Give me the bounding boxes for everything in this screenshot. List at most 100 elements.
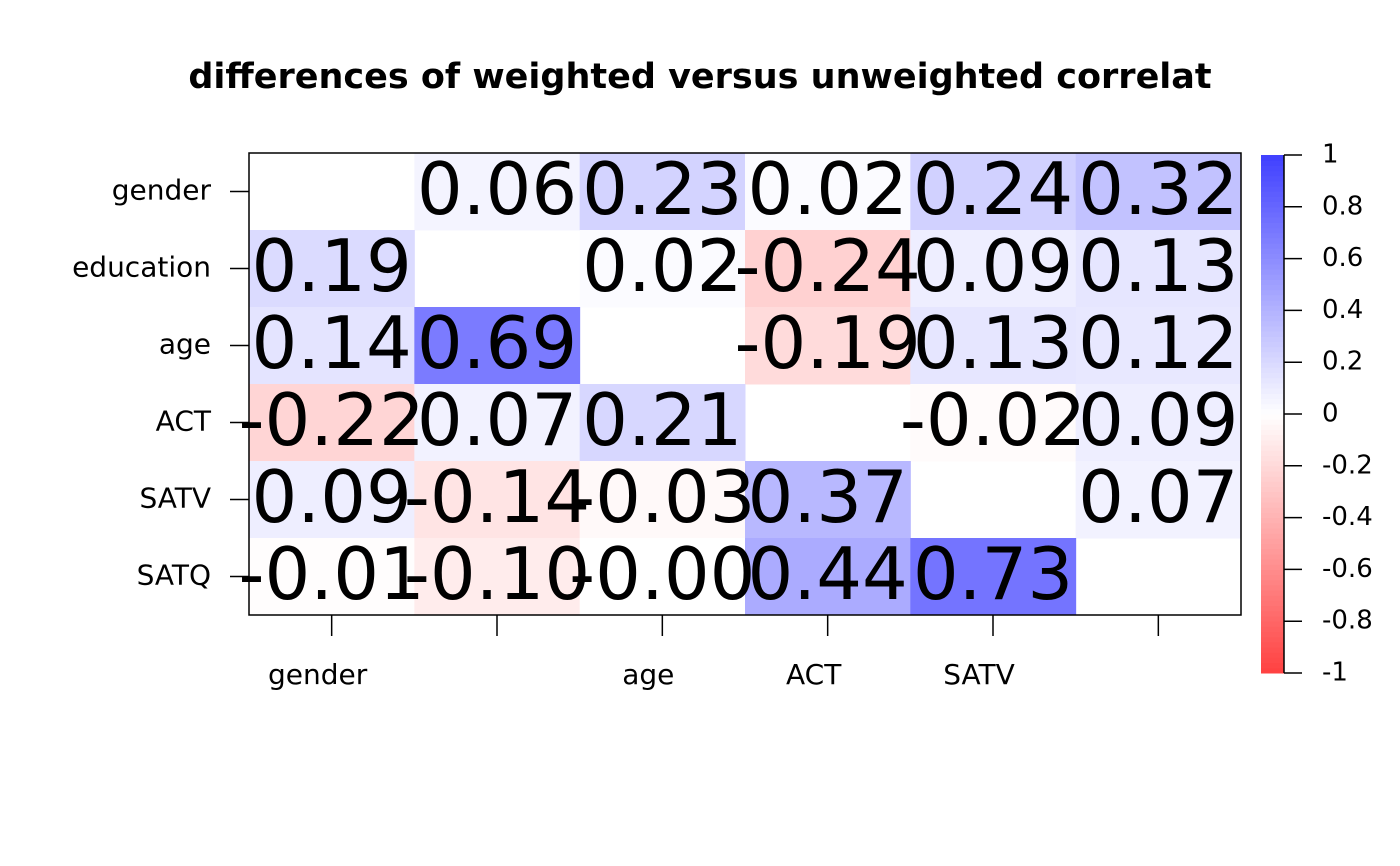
colorbar-tick-label: -1	[1322, 658, 1348, 688]
cell	[745, 153, 911, 231]
colorbar-segment	[1261, 186, 1284, 192]
colorbar-segment	[1261, 284, 1284, 291]
colorbar-segment	[1261, 486, 1284, 493]
cell-label: 0.73	[913, 532, 1073, 616]
colorbar-segment	[1261, 559, 1284, 565]
cell	[579, 384, 746, 462]
colorbar-segment	[1261, 170, 1284, 177]
colorbar-segment	[1261, 553, 1284, 560]
cell-label: -0.02	[900, 378, 1086, 462]
colorbar-segment	[1261, 465, 1284, 472]
cell-label: 0.13	[913, 301, 1073, 385]
colorbar-segment	[1261, 626, 1284, 633]
colorbar-segment	[1261, 274, 1284, 280]
cell	[1075, 461, 1242, 539]
cell-label: 0.06	[417, 147, 577, 231]
colorbar-segment	[1261, 491, 1284, 498]
colorbar-segment	[1261, 424, 1284, 431]
y-tick-label: age	[159, 328, 211, 361]
colorbar-segment	[1261, 584, 1284, 591]
colorbar-segment	[1261, 232, 1284, 239]
cell-label: 0.21	[582, 378, 742, 462]
cell	[745, 307, 911, 385]
colorbar-segment	[1261, 590, 1284, 596]
cell-label: -0.24	[735, 224, 921, 308]
colorbar-segment	[1261, 434, 1284, 441]
cell	[579, 538, 746, 616]
plot-frame	[248, 152, 1242, 616]
colorbar-segment	[1261, 367, 1284, 374]
colorbar-segment	[1261, 538, 1284, 544]
colorbar-segment	[1261, 253, 1284, 260]
cell-label: 0.12	[1078, 301, 1238, 385]
cell	[249, 461, 415, 539]
cell-label: 0.19	[252, 224, 412, 308]
cell	[249, 538, 415, 616]
y-tick-label: gender	[112, 174, 212, 207]
cell	[249, 230, 415, 308]
cell-label: 0.37	[748, 455, 908, 539]
colorbar-segment	[1261, 564, 1284, 570]
cell	[579, 230, 746, 308]
colorbar-segment	[1261, 403, 1284, 410]
colorbar-segment	[1261, 543, 1284, 550]
colorbar-tick-label: 0.8	[1322, 191, 1363, 221]
cell-label: 0.32	[1078, 147, 1238, 231]
colorbar-segment	[1261, 476, 1284, 482]
colorbar-segment	[1261, 517, 1284, 524]
colorbar-segment	[1261, 305, 1284, 311]
colorbar-segment	[1261, 320, 1284, 327]
colorbar-segment	[1261, 641, 1284, 648]
colorbar-segment	[1261, 201, 1284, 208]
colorbar-segment	[1261, 382, 1284, 389]
colorbar-segment	[1261, 310, 1284, 317]
cell-label: 0.02	[582, 224, 742, 308]
y-tick-label: ACT	[156, 405, 212, 438]
cell-label: 0.09	[1078, 378, 1238, 462]
colorbar-segment	[1261, 647, 1284, 653]
colorbar-tick-label: -0.6	[1322, 554, 1373, 584]
cell	[249, 384, 415, 462]
colorbar-tick-label: 0.2	[1322, 347, 1363, 377]
colorbar-segment	[1261, 398, 1284, 405]
colorbar-segment	[1261, 481, 1284, 488]
colorbar-segment	[1261, 331, 1284, 337]
x-tick-label: gender	[268, 658, 368, 691]
colorbar-segment	[1261, 160, 1284, 166]
colorbar-segment	[1261, 419, 1284, 425]
colorbar-segment	[1261, 522, 1284, 529]
colorbar-segment	[1261, 155, 1284, 161]
cell-label: -0.00	[569, 532, 755, 616]
cell	[910, 538, 1077, 616]
colorbar-segment	[1261, 248, 1284, 254]
colorbar-tick-label: 0.6	[1322, 243, 1363, 273]
y-tick-label: SATQ	[137, 559, 211, 592]
cell	[910, 307, 1077, 385]
colorbar-segment	[1261, 445, 1284, 451]
colorbar-segment	[1261, 610, 1284, 617]
cell-label: 0.69	[417, 301, 577, 385]
colorbar-segment	[1261, 180, 1284, 187]
cell-label: -0.19	[735, 301, 921, 385]
colorbar-segment	[1261, 533, 1284, 539]
cell	[414, 153, 581, 231]
colorbar-segment	[1261, 631, 1284, 638]
cell	[745, 230, 911, 308]
y-tick-label: SATV	[139, 482, 211, 515]
colorbar-tick-label: 1	[1322, 140, 1339, 170]
colorbar-segment	[1261, 279, 1284, 285]
colorbar-segment	[1261, 300, 1284, 306]
colorbar-tick-label: 0	[1322, 399, 1339, 429]
colorbar-segment	[1261, 351, 1284, 358]
cell-label: 0.44	[748, 532, 908, 616]
colorbar-segment	[1261, 636, 1284, 643]
cell-label: 0.02	[748, 147, 908, 231]
colorbar-segment	[1261, 569, 1284, 576]
colorbar-segment	[1261, 289, 1284, 296]
cell	[1075, 230, 1242, 308]
colorbar-segment	[1261, 325, 1284, 332]
cell	[745, 538, 911, 616]
colorbar-segment	[1261, 621, 1284, 627]
cell	[414, 384, 581, 462]
colorbar-segment	[1261, 512, 1284, 519]
